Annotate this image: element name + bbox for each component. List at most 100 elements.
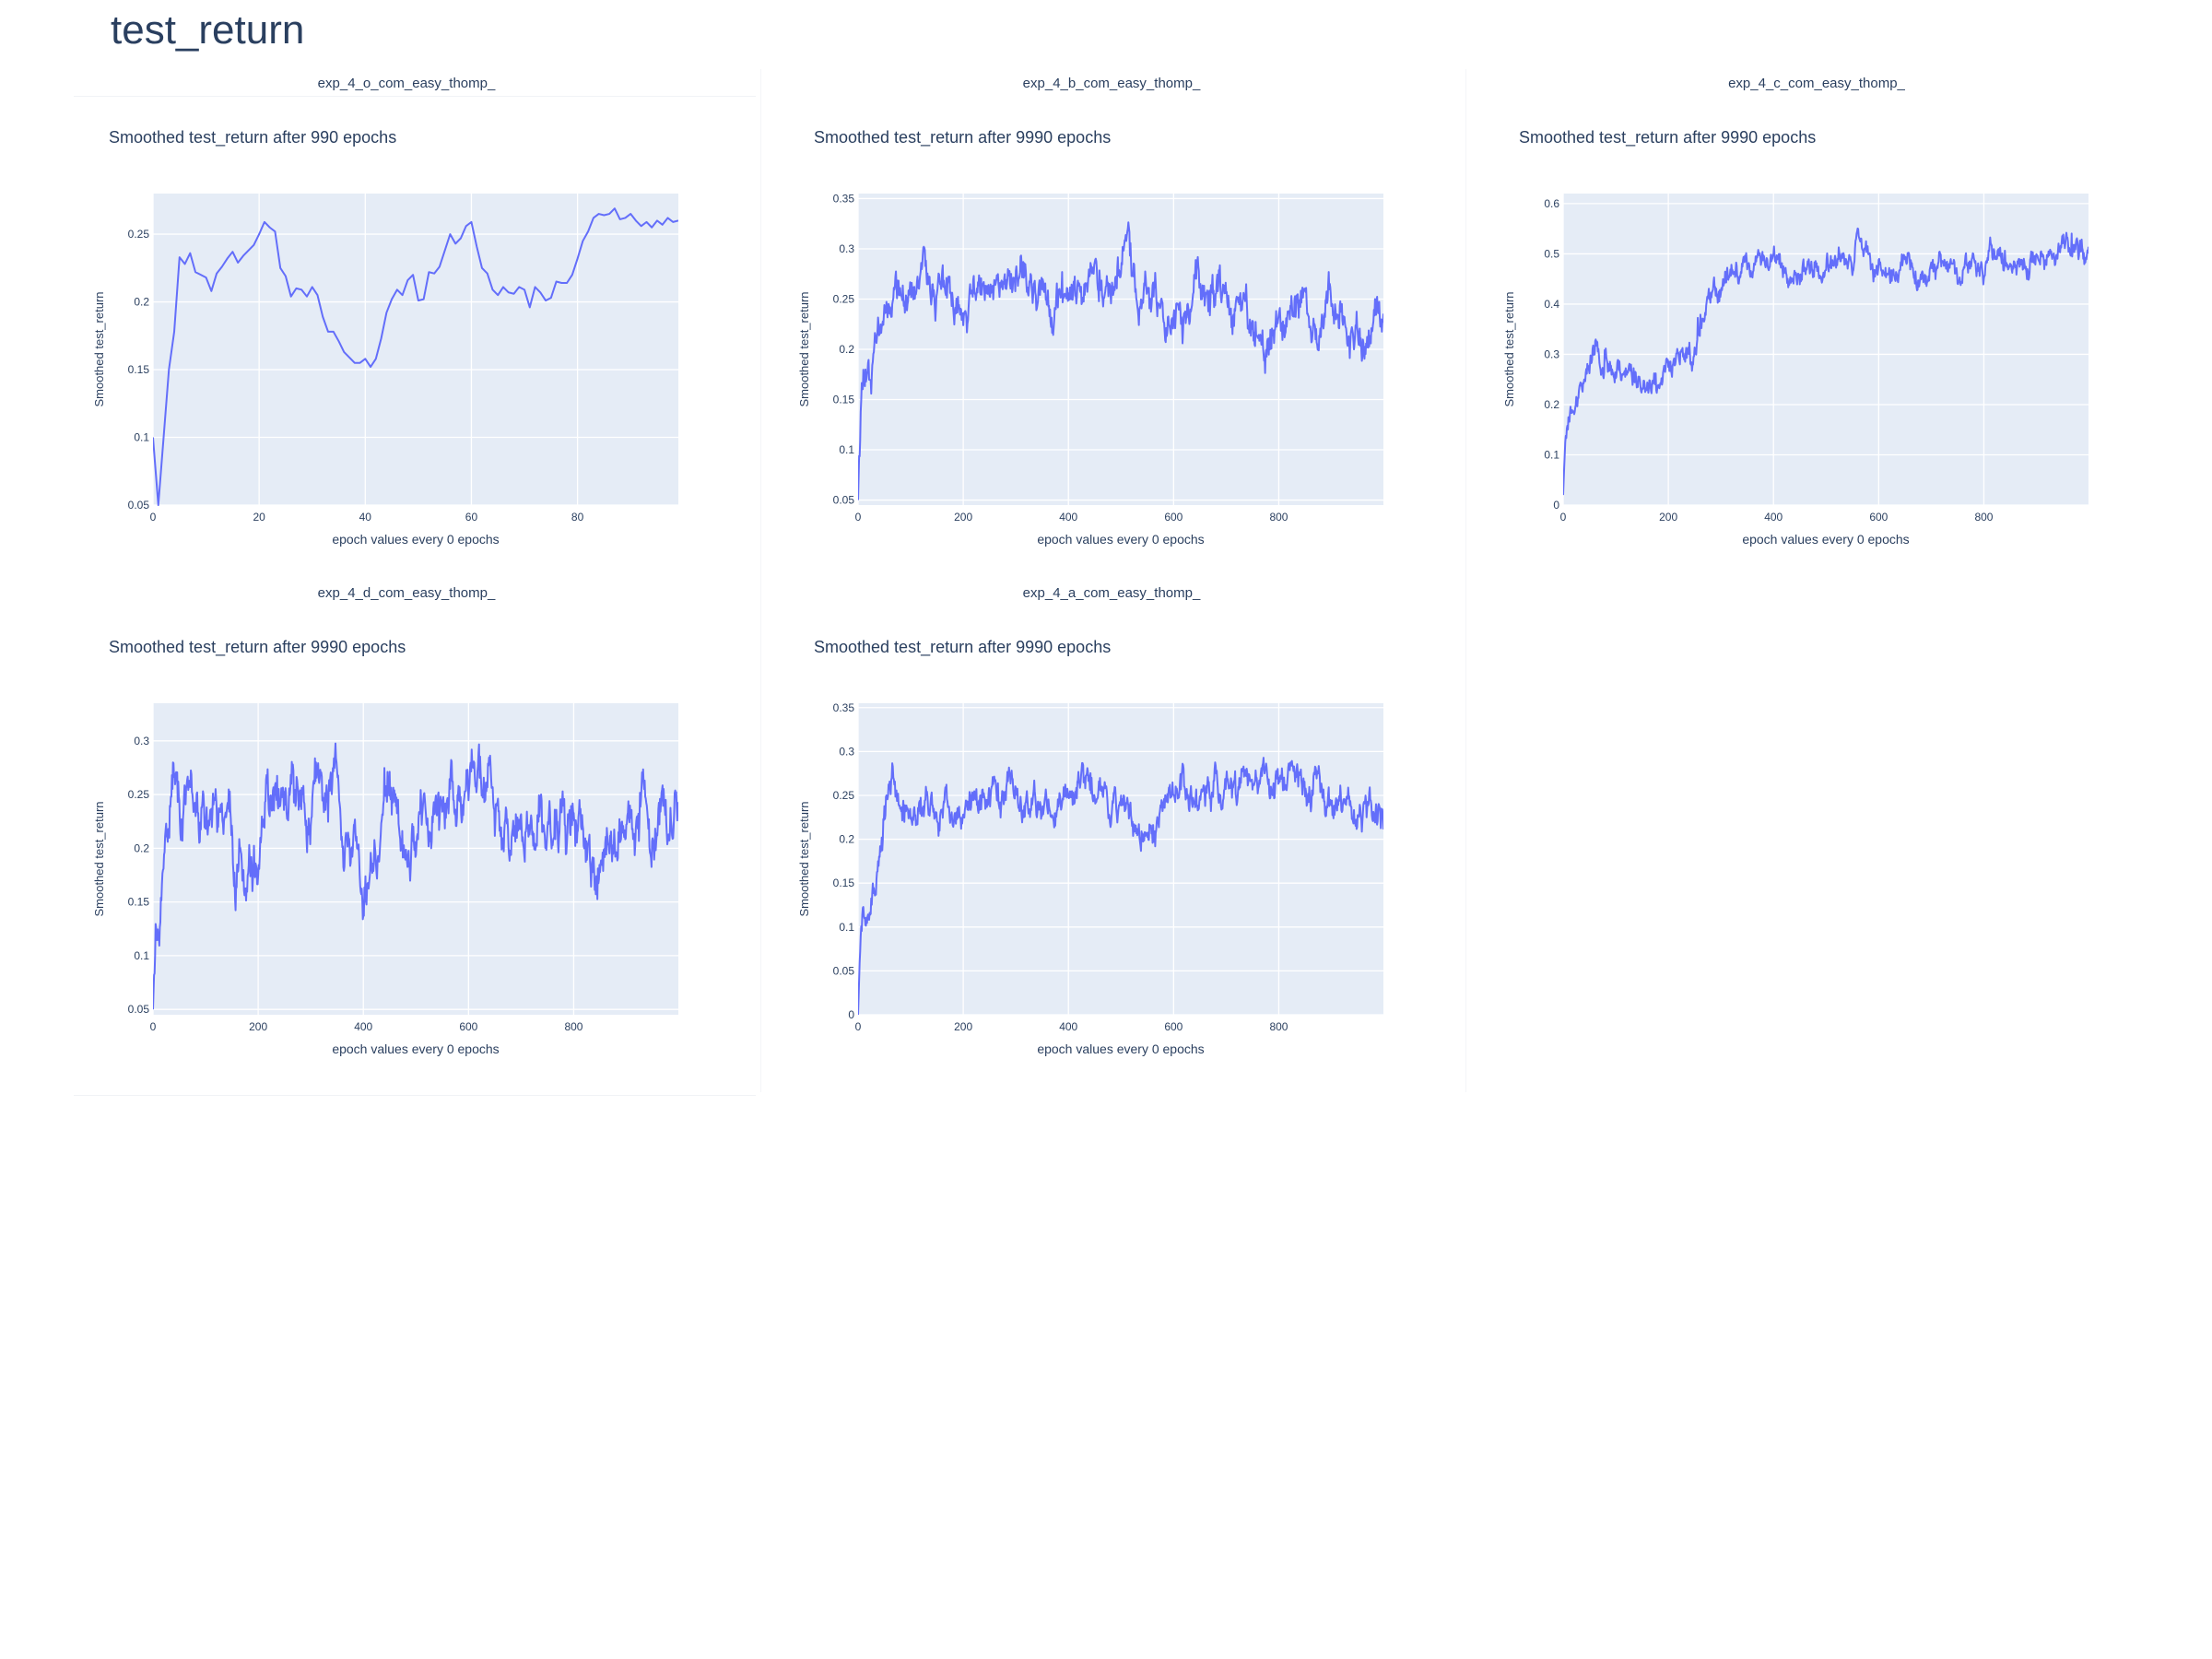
y-tick-label: 0.05 bbox=[833, 494, 855, 507]
chart-panel: exp_4_o_com_easy_thomp_ Smoothed test_ret… bbox=[74, 69, 779, 567]
chart-panel: exp_4_d_com_easy_thomp_ Smoothed test_ret… bbox=[74, 579, 779, 1077]
x-tick-label: 800 bbox=[1269, 1020, 1288, 1033]
x-tick-label: 600 bbox=[1869, 511, 1888, 524]
x-tick-label: 400 bbox=[1059, 1020, 1077, 1033]
chart-title: Smoothed test_return after 9990 epochs bbox=[109, 638, 406, 657]
panel-divider bbox=[760, 69, 761, 1092]
y-tick-label: 0 bbox=[848, 1008, 854, 1021]
series-line bbox=[153, 207, 678, 506]
y-tick-label: 0.25 bbox=[833, 789, 855, 802]
y-axis-label: Smoothed test_return bbox=[797, 801, 811, 916]
x-axis-label: epoch values every 0 epochs bbox=[1037, 532, 1204, 547]
chart-panel: exp_4_a_com_easy_thomp_ Smoothed test_ret… bbox=[779, 579, 1484, 1077]
panel-title: exp_4_d_com_easy_thomp_ bbox=[318, 585, 496, 601]
chart-svg: exp_4_a_com_easy_thomp_ Smoothed test_ret… bbox=[797, 585, 1383, 1056]
x-axis-label: epoch values every 0 epochs bbox=[332, 532, 499, 547]
y-tick-label: 0.35 bbox=[833, 701, 855, 714]
panel-title: exp_4_b_com_easy_thomp_ bbox=[1023, 76, 1201, 91]
y-tick-label: 0.2 bbox=[1544, 398, 1559, 411]
y-tick-label: 0.25 bbox=[128, 228, 150, 241]
y-tick-label: 0.3 bbox=[839, 242, 854, 255]
y-tick-label: 0.1 bbox=[1544, 448, 1559, 461]
y-tick-label: 0.2 bbox=[839, 343, 854, 356]
plot-area bbox=[153, 194, 678, 505]
y-tick-label: 0.1 bbox=[839, 921, 854, 934]
chart-title: Smoothed test_return after 9990 epochs bbox=[814, 128, 1111, 147]
y-axis-label: Smoothed test_return bbox=[1502, 291, 1516, 406]
panel-divider bbox=[74, 96, 756, 97]
x-tick-label: 0 bbox=[150, 511, 157, 524]
panel-title: exp_4_c_com_easy_thomp_ bbox=[1728, 76, 1905, 91]
chart-svg: exp_4_b_com_easy_thomp_ Smoothed test_ret… bbox=[797, 76, 1383, 547]
x-tick-label: 200 bbox=[954, 1020, 972, 1033]
x-axis-label: epoch values every 0 epochs bbox=[332, 1041, 499, 1056]
series-line bbox=[153, 742, 678, 1010]
y-tick-label: 0.15 bbox=[128, 896, 150, 909]
x-axis-label: epoch values every 0 epochs bbox=[1037, 1041, 1204, 1056]
x-tick-label: 0 bbox=[1560, 511, 1567, 524]
x-tick-label: 20 bbox=[253, 511, 265, 524]
y-tick-label: 0.3 bbox=[1544, 347, 1559, 360]
y-axis-label: Smoothed test_return bbox=[797, 291, 811, 406]
x-tick-label: 60 bbox=[465, 511, 478, 524]
series-line bbox=[858, 757, 1383, 1016]
chart-svg: exp_4_d_com_easy_thomp_ Smoothed test_ret… bbox=[92, 585, 678, 1056]
series-line bbox=[1563, 227, 2088, 496]
chart-panel: exp_4_c_com_easy_thomp_ Smoothed test_ret… bbox=[1484, 69, 2189, 567]
y-tick-label: 0.15 bbox=[833, 394, 855, 406]
y-tick-label: 0.3 bbox=[839, 745, 854, 758]
plot-area bbox=[858, 703, 1383, 1015]
x-tick-label: 800 bbox=[564, 1020, 582, 1033]
series-line bbox=[858, 221, 1383, 500]
y-tick-label: 0.25 bbox=[833, 292, 855, 305]
x-tick-label: 200 bbox=[954, 511, 972, 524]
y-tick-label: 0.1 bbox=[134, 949, 149, 962]
chart-svg: exp_4_c_com_easy_thomp_ Smoothed test_ret… bbox=[1502, 76, 2088, 547]
y-tick-label: 0.05 bbox=[128, 499, 150, 512]
y-tick-label: 0.05 bbox=[128, 1003, 150, 1016]
y-tick-label: 0.35 bbox=[833, 192, 855, 205]
x-tick-label: 400 bbox=[354, 1020, 372, 1033]
y-tick-label: 0.5 bbox=[1544, 247, 1559, 260]
y-tick-label: 0 bbox=[1553, 499, 1559, 512]
y-tick-label: 0.05 bbox=[833, 964, 855, 977]
y-tick-label: 0.15 bbox=[128, 363, 150, 376]
x-tick-label: 600 bbox=[1164, 511, 1182, 524]
y-axis-label: Smoothed test_return bbox=[92, 801, 106, 916]
panel-title: exp_4_o_com_easy_thomp_ bbox=[318, 76, 496, 91]
chart-title: Smoothed test_return after 9990 epochs bbox=[1519, 128, 1816, 147]
chart-svg: exp_4_o_com_easy_thomp_ Smoothed test_ret… bbox=[92, 76, 678, 547]
x-tick-label: 600 bbox=[459, 1020, 477, 1033]
x-tick-label: 400 bbox=[1764, 511, 1783, 524]
y-tick-label: 0.2 bbox=[134, 296, 149, 309]
y-tick-label: 0.6 bbox=[1544, 197, 1559, 210]
chart-title: Smoothed test_return after 9990 epochs bbox=[814, 638, 1111, 657]
y-axis-label: Smoothed test_return bbox=[92, 291, 106, 406]
y-tick-label: 0.1 bbox=[134, 431, 149, 444]
y-tick-label: 0.4 bbox=[1544, 298, 1559, 311]
y-tick-label: 0.15 bbox=[833, 877, 855, 889]
chart-panel: exp_4_b_com_easy_thomp_ Smoothed test_ret… bbox=[779, 69, 1484, 567]
x-tick-label: 0 bbox=[855, 1020, 862, 1033]
x-tick-label: 400 bbox=[1059, 511, 1077, 524]
x-tick-label: 80 bbox=[571, 511, 584, 524]
panel-divider bbox=[1465, 69, 1466, 1092]
x-tick-label: 200 bbox=[249, 1020, 267, 1033]
x-tick-label: 0 bbox=[150, 1020, 157, 1033]
x-tick-label: 40 bbox=[359, 511, 372, 524]
x-tick-label: 600 bbox=[1164, 1020, 1182, 1033]
panel-divider bbox=[74, 1095, 756, 1096]
y-tick-label: 0.1 bbox=[839, 443, 854, 456]
plot-area bbox=[1563, 194, 2088, 505]
plot-area bbox=[153, 703, 678, 1015]
y-tick-label: 0.2 bbox=[839, 833, 854, 846]
y-tick-label: 0.25 bbox=[128, 788, 150, 801]
x-tick-label: 200 bbox=[1659, 511, 1677, 524]
x-tick-label: 0 bbox=[855, 511, 862, 524]
x-axis-label: epoch values every 0 epochs bbox=[1742, 532, 1909, 547]
chart-title: Smoothed test_return after 990 epochs bbox=[109, 128, 396, 147]
panel-title: exp_4_a_com_easy_thomp_ bbox=[1023, 585, 1201, 601]
y-tick-label: 0.2 bbox=[134, 841, 149, 854]
x-tick-label: 800 bbox=[1974, 511, 1993, 524]
page-title: test_return bbox=[111, 7, 305, 53]
